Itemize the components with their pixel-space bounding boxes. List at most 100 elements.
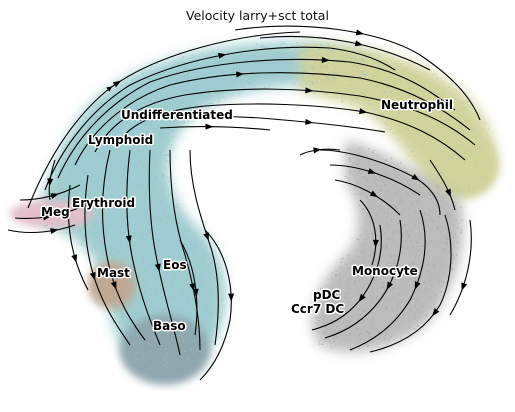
cell-dot [170, 144, 173, 147]
cell-dot [46, 224, 48, 227]
cell-dot [53, 187, 55, 190]
cell-dot [318, 75, 321, 78]
cell-dot [149, 350, 152, 352]
cell-dot [147, 86, 150, 89]
cell-dot [436, 227, 439, 230]
cell-dot [325, 50, 328, 52]
cell-dot [344, 175, 347, 178]
cell-dot [403, 67, 405, 70]
cell-dot [82, 239, 85, 242]
cell-dot [369, 254, 372, 257]
cell-dot [391, 132, 394, 134]
cell-dot [212, 273, 215, 276]
cell-dot [425, 104, 427, 107]
cell-dot [161, 308, 164, 310]
cell-dot [285, 67, 288, 69]
cell-dot [440, 171, 443, 173]
cell-dot [381, 285, 383, 288]
cell-dot [150, 305, 153, 308]
cell-dot [89, 147, 92, 150]
cell-dot [185, 319, 187, 322]
cell-dot [352, 49, 355, 52]
cell-dot [159, 348, 162, 351]
stream-arrowhead [218, 52, 227, 59]
cell-dot [331, 271, 334, 274]
cell-dot [160, 289, 163, 292]
cell-dot [429, 125, 432, 128]
cell-dot [77, 231, 80, 233]
cell-dot [154, 109, 157, 111]
cell-dot [193, 83, 196, 86]
cell-dot [144, 237, 147, 240]
cell-dot [245, 64, 248, 67]
cell-dot [197, 95, 200, 98]
cell-dot [50, 187, 53, 190]
cell-dot [215, 59, 217, 62]
cell-dot [171, 296, 174, 298]
cell-dot [414, 257, 416, 259]
cell-dot [358, 238, 360, 241]
cell-dot [349, 160, 352, 163]
cell-dot [188, 119, 191, 121]
cell-dot [209, 324, 212, 327]
cell-dot [390, 265, 392, 267]
cell-dot [302, 86, 304, 89]
cell-dot [360, 192, 363, 195]
cell-dot [330, 346, 333, 348]
cell-dot [299, 83, 302, 86]
cell-dot [371, 75, 374, 78]
cell-dot [176, 203, 179, 206]
cell-dot [405, 66, 408, 69]
cell-dot [160, 108, 162, 111]
cell-dot [315, 85, 317, 88]
cell-dot [115, 251, 118, 254]
cell-dot [428, 170, 431, 173]
cell-dot [462, 175, 464, 178]
cell-dot [403, 224, 406, 227]
cell-dot [391, 308, 393, 311]
cell-dot [346, 177, 349, 179]
cell-dot [191, 100, 194, 103]
cell-dot [209, 253, 212, 256]
cell-dot [408, 234, 410, 237]
cell-dot [425, 109, 428, 112]
cell-dot [486, 176, 488, 179]
cell-dot [451, 262, 454, 264]
streamline [319, 149, 441, 216]
cell-dot [165, 167, 167, 170]
cell-dot [333, 77, 336, 79]
streamline [67, 184, 89, 291]
cell-dot [479, 132, 481, 135]
cell-dot [140, 106, 143, 108]
cell-dot [172, 113, 175, 115]
cell-dot [402, 313, 404, 316]
cell-dot [322, 75, 325, 78]
cell-dot [412, 62, 415, 65]
cell-dot [368, 260, 370, 262]
cell-dot [411, 133, 414, 136]
cell-dot [125, 288, 127, 291]
cell-dot [368, 99, 371, 101]
cell-dot [416, 308, 419, 311]
cell-dot [429, 192, 432, 195]
plot-title: Velocity larry+sct total [186, 8, 329, 23]
cell-dot [145, 250, 148, 253]
cell-dot [112, 119, 115, 122]
cell-dot [393, 262, 395, 265]
cell-dot [455, 128, 457, 131]
cell-dot [373, 81, 376, 84]
cell-dot [434, 267, 437, 270]
cell-dot [368, 100, 371, 103]
cell-dot [346, 292, 349, 295]
cell-dot [425, 269, 428, 272]
cell-dot [112, 225, 115, 228]
cell-dot [315, 317, 318, 319]
cell-dot [375, 327, 378, 330]
cell-dot [461, 154, 463, 157]
cell-dot [203, 314, 206, 317]
streamline [169, 149, 201, 351]
cell-dot [431, 73, 434, 76]
cell-dot [431, 306, 433, 309]
cell-dot [121, 215, 124, 218]
cell-dot [433, 264, 436, 267]
